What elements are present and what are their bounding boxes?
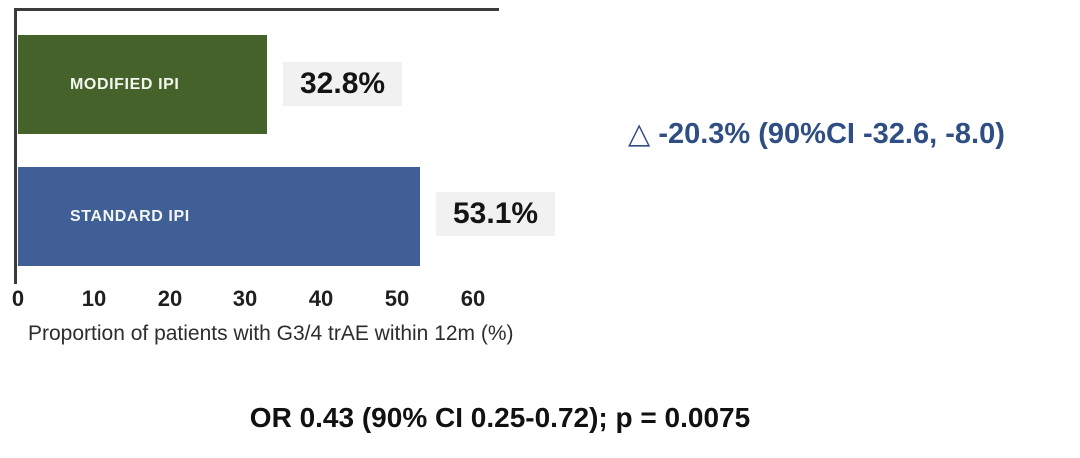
triangle-delta-icon: △ <box>628 118 651 150</box>
x-tick-0: 0 <box>11 286 25 311</box>
bar-modified-ipi: MODIFIED IPI <box>18 35 267 134</box>
x-tick-30: 30 <box>232 286 258 311</box>
chart-y-axis-line <box>14 8 17 284</box>
x-tick-40: 40 <box>308 286 334 311</box>
x-tick-20: 20 <box>157 286 183 311</box>
x-tick-50: 50 <box>384 286 410 311</box>
bar-label-standard-ipi: STANDARD IPI <box>70 207 190 225</box>
bar-label-modified-ipi: MODIFIED IPI <box>70 75 180 93</box>
value-label-modified-ipi: 32.8% <box>283 62 403 106</box>
x-tick-10: 10 <box>81 286 107 311</box>
odds-ratio-text: OR 0.43 (90% CI 0.25-0.72); p = 0.0075 <box>249 402 751 433</box>
bar-standard-ipi: STANDARD IPI <box>18 167 420 266</box>
x-tick-60: 60 <box>460 286 486 311</box>
chart-top-border <box>15 8 499 11</box>
x-axis-label: Proportion of patients with G3/4 trAE wi… <box>28 322 514 345</box>
delta-annotation: △ -20.3% (90%CI -32.6, -8.0) <box>628 116 1005 151</box>
delta-annotation-text: -20.3% (90%CI -32.6, -8.0) <box>658 118 1005 150</box>
value-label-standard-ipi: 53.1% <box>436 192 556 236</box>
